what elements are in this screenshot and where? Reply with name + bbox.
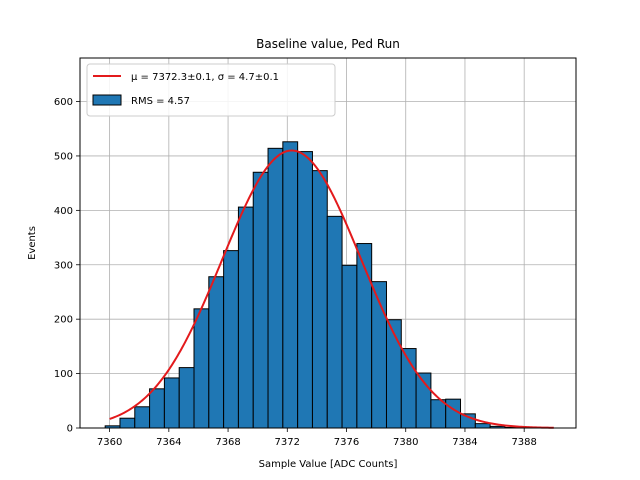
histogram-bar — [134, 406, 151, 429]
histogram-bar — [445, 398, 462, 429]
legend-hist-label: RMS = 4.57 — [131, 96, 190, 107]
x-tick-label: 7388 — [511, 437, 536, 448]
histogram-bar — [149, 388, 165, 429]
gaussian-fit-curve — [109, 149, 554, 429]
histogram-bar — [163, 377, 180, 429]
plot-frame — [79, 57, 577, 429]
legend-fit-label: μ = 7372.3±0.1, σ = 4.7±0.1 — [131, 72, 279, 83]
histogram-bar — [252, 171, 269, 429]
histogram-bar — [282, 141, 299, 429]
y-tick-label: 300 — [54, 260, 73, 271]
x-tick-label: 7380 — [393, 437, 418, 448]
histogram-bar — [237, 206, 254, 429]
legend: μ = 7372.3±0.1, σ = 4.7±0.1 RMS = 4.57 — [86, 63, 336, 117]
grid-lines — [80, 58, 576, 429]
legend-box — [86, 63, 336, 117]
y-axis-ticks: 0 100 200 300 400 500 600 — [54, 97, 80, 435]
histogram-bar — [223, 250, 239, 429]
x-tick-label: 7368 — [215, 437, 240, 448]
histogram-bar — [311, 170, 328, 429]
y-tick-label: 400 — [54, 206, 73, 217]
y-tick-label: 100 — [54, 369, 73, 380]
legend-hist-swatch — [92, 94, 122, 106]
histogram-bar — [119, 417, 136, 429]
histogram-bar — [430, 399, 447, 429]
histogram-bars — [104, 141, 521, 429]
histogram-bar — [356, 243, 373, 429]
histogram-bar — [193, 308, 210, 429]
x-tick-label: 7376 — [334, 437, 359, 448]
histogram-bar — [208, 276, 225, 429]
histogram-bar — [326, 215, 343, 429]
x-tick-label: 7360 — [97, 437, 122, 448]
histogram-bar — [474, 423, 491, 429]
x-tick-label: 7364 — [156, 437, 181, 448]
chart-title: Baseline value, Ped Run — [256, 37, 400, 51]
x-axis-ticks: 7360 7364 7368 7372 7376 7380 7384 7388 — [97, 428, 537, 448]
x-axis-title: Sample Value [ADC Counts] — [259, 459, 398, 470]
y-tick-label: 0 — [67, 424, 73, 435]
histogram-bar — [297, 151, 313, 429]
y-axis-title: Events — [27, 226, 38, 260]
y-tick-label: 600 — [54, 97, 73, 108]
histogram-bar — [385, 319, 402, 429]
histogram-bar — [341, 264, 358, 429]
histogram-bar — [267, 147, 284, 429]
histogram-bar — [178, 367, 195, 429]
y-tick-label: 500 — [54, 151, 73, 162]
y-tick-label: 200 — [54, 315, 73, 326]
x-tick-label: 7384 — [452, 437, 477, 448]
x-tick-label: 7372 — [275, 437, 300, 448]
